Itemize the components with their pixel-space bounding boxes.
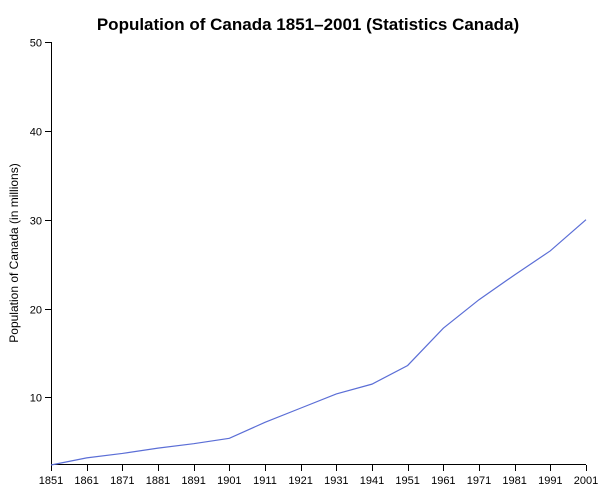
x-tick-label-1911: 1911 bbox=[253, 475, 277, 487]
x-tick-label-1961: 1961 bbox=[431, 475, 455, 487]
x-tick-label-1891: 1891 bbox=[181, 475, 205, 487]
series-layer bbox=[50, 219, 587, 466]
x-tick-label-1901: 1901 bbox=[217, 475, 241, 487]
y-tick-label-30: 30 bbox=[30, 216, 42, 228]
x-tick-label-1941: 1941 bbox=[360, 475, 384, 487]
x-tick-label-2001: 2001 bbox=[574, 475, 598, 487]
x-tick-label-1871: 1871 bbox=[110, 475, 134, 487]
x-tick-label-1971: 1971 bbox=[467, 475, 491, 487]
y-tick-label-20: 20 bbox=[30, 305, 42, 317]
y-tick-label-40: 40 bbox=[30, 127, 42, 139]
x-tick-label-1921: 1921 bbox=[288, 475, 312, 487]
x-tick-label-1951: 1951 bbox=[395, 475, 419, 487]
x-tick-label-1881: 1881 bbox=[146, 475, 170, 487]
series-line-0 bbox=[50, 219, 587, 466]
y-tick-label-10: 10 bbox=[30, 393, 42, 405]
y-axis-label: Population of Canada (in millions) bbox=[7, 163, 21, 342]
y-tick-label-50: 50 bbox=[30, 38, 42, 50]
y-axis-ticks: 10 20 30 40 50 bbox=[30, 38, 51, 405]
x-tick-label-1861: 1861 bbox=[74, 475, 98, 487]
x-tick-label-1931: 1931 bbox=[324, 475, 348, 487]
x-tick-label-1851: 1851 bbox=[39, 475, 63, 487]
chart-title: Population of Canada 1851–2001 (Statisti… bbox=[97, 15, 519, 34]
x-axis-ticks: 1851 1861 1871 1881 1891 1901 1911 1921 1931 1941… bbox=[39, 465, 598, 487]
x-tick-label-1991: 1991 bbox=[538, 475, 562, 487]
x-tick-label-1981: 1981 bbox=[502, 475, 526, 487]
